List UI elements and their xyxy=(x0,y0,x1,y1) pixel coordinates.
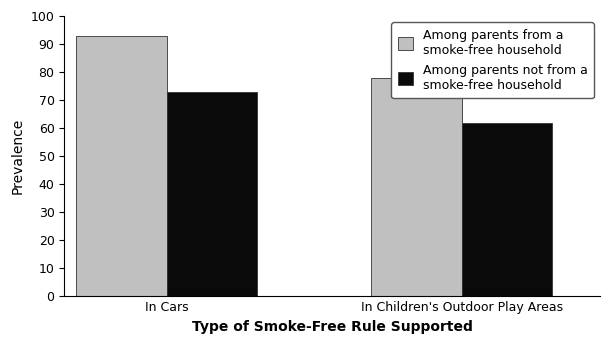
Bar xyxy=(462,123,552,296)
Y-axis label: Prevalence: Prevalence xyxy=(11,118,25,195)
X-axis label: Type of Smoke-Free Rule Supported: Type of Smoke-Free Rule Supported xyxy=(192,320,472,334)
Bar xyxy=(76,36,167,296)
Legend: Among parents from a
smoke-free household, Among parents not from a
smoke-free h: Among parents from a smoke-free househol… xyxy=(391,22,594,98)
Bar xyxy=(371,78,462,296)
Bar xyxy=(167,92,257,296)
